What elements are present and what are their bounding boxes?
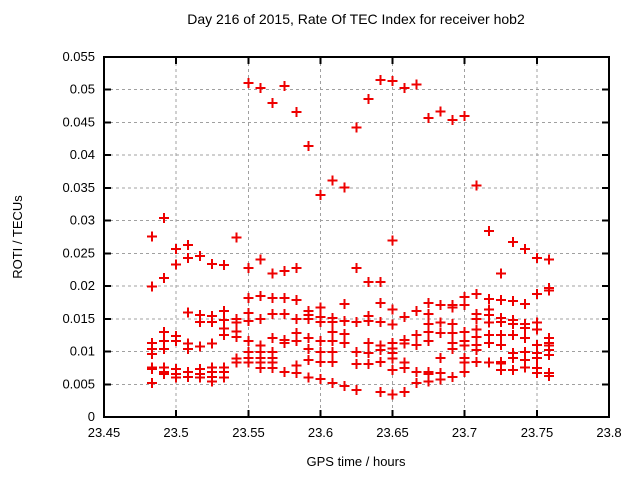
tick-labels: 23.45 23.5 23.55 23.6 23.65 23.7 23.75 23.8 0 0.0…: [62, 49, 621, 440]
y-axis-label: ROTI / TECUs: [10, 195, 25, 279]
x-tick-label: 23.7: [452, 425, 477, 440]
x-tick-label: 23.75: [521, 425, 554, 440]
y-tick-label: 0.04: [70, 147, 95, 162]
y-tick-label: 0.025: [62, 246, 95, 261]
y-tick-label: 0.005: [62, 377, 95, 392]
plot-border: [103, 56, 610, 418]
data-point-markers: [147, 75, 554, 400]
y-tick-label: 0.02: [70, 278, 95, 293]
x-tick-label: 23.5: [163, 425, 188, 440]
y-tick-label: 0.03: [70, 213, 95, 228]
y-tick-label: 0.055: [62, 49, 95, 64]
x-axis-label: GPS time / hours: [307, 454, 406, 469]
x-tick-label: 23.65: [376, 425, 409, 440]
y-tick-label: 0: [88, 409, 95, 424]
y-tick-label: 0.01: [70, 344, 95, 359]
y-tick-label: 0.05: [70, 82, 95, 97]
x-tick-label: 23.8: [596, 425, 621, 440]
x-tick-label: 23.45: [88, 425, 121, 440]
y-tick-label: 0.035: [62, 180, 95, 195]
x-tick-label: 23.55: [232, 425, 265, 440]
y-tick-label: 0.045: [62, 115, 95, 130]
chart-title: Day 216 of 2015, Rate Of TEC Index for r…: [187, 11, 525, 27]
y-tick-label: 0.015: [62, 311, 95, 326]
x-tick-label: 23.6: [308, 425, 333, 440]
